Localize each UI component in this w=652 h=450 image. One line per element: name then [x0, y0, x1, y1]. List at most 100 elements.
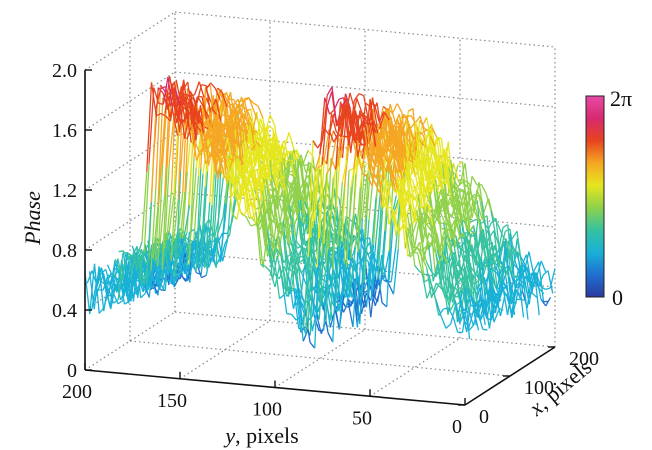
surface-segment	[312, 140, 319, 149]
surface-segment	[502, 285, 509, 316]
surface-segment	[307, 140, 314, 257]
surface-segment	[452, 177, 459, 188]
surface-segment	[392, 151, 399, 161]
surface-segment	[150, 189, 157, 271]
surface-segment	[533, 261, 540, 272]
surface-segment	[154, 264, 161, 271]
surface-segment	[287, 252, 294, 257]
surface-segment	[426, 172, 433, 194]
surface-segment	[287, 227, 293, 235]
surface-segment	[449, 197, 456, 216]
surface-segment	[151, 274, 158, 289]
y-tick-label: 200	[62, 381, 92, 403]
surface-segment	[387, 162, 394, 175]
surface-segment	[423, 163, 430, 195]
surface-segment	[507, 224, 514, 274]
surface-segment	[439, 171, 446, 185]
surface-segment	[429, 209, 436, 218]
surface-segment	[259, 212, 266, 247]
y-tick-label: 0	[452, 416, 462, 438]
surface-segment	[250, 223, 256, 227]
surface-segment	[332, 165, 339, 179]
surface-segment	[359, 164, 366, 228]
surface-segment	[370, 121, 377, 134]
surface-segment	[440, 198, 447, 220]
surface-segment	[309, 220, 316, 336]
surface-segment	[114, 259, 121, 272]
surface-segment	[356, 140, 363, 159]
surface-segment	[334, 235, 341, 310]
surface-segment	[250, 211, 257, 220]
surface-segment	[513, 263, 519, 270]
surface-segment	[274, 264, 281, 287]
surface-segment	[470, 291, 476, 295]
surface-segment	[214, 137, 221, 151]
surface-segment	[211, 127, 218, 155]
surface-segment	[269, 114, 276, 126]
surface-segment	[387, 161, 394, 189]
surface-segment	[311, 267, 318, 317]
surface-segment	[152, 257, 159, 267]
surface-segment	[477, 312, 484, 330]
surface-segment	[247, 189, 254, 203]
surface-segment	[408, 136, 415, 152]
surface-segment	[325, 165, 332, 175]
surface-segment	[447, 307, 454, 318]
surface-segment	[284, 227, 291, 245]
surface-segment	[220, 89, 227, 128]
surface-segment	[161, 168, 168, 270]
surface-segment	[193, 175, 200, 241]
surface-segment	[340, 99, 347, 107]
surface-segment	[429, 135, 436, 147]
surface-segment	[384, 149, 391, 165]
grid-line	[274, 328, 366, 389]
surface-segment	[345, 99, 352, 131]
surface-segment	[476, 280, 483, 291]
surface-segment	[214, 87, 221, 100]
surface-segment	[356, 98, 363, 112]
surface-segment	[488, 268, 495, 289]
surface-segment	[197, 96, 204, 106]
surface-segment	[450, 159, 457, 189]
surface-segment	[488, 230, 495, 238]
surface-segment	[188, 157, 195, 265]
surface-segment	[255, 212, 262, 265]
surface-segment	[366, 122, 373, 142]
surface-segment	[238, 117, 245, 126]
surface-segment	[464, 287, 471, 340]
surface-segment	[262, 215, 269, 257]
surface-segment	[245, 120, 251, 126]
surface-segment	[124, 300, 130, 305]
surface-segment	[411, 144, 418, 153]
surface-segment	[131, 245, 138, 258]
surface-segment	[370, 242, 377, 301]
surface-segment	[158, 278, 165, 290]
surface-segment	[279, 264, 286, 290]
surface-segment	[337, 135, 344, 142]
surface-segment	[136, 241, 143, 257]
surface-segment	[168, 115, 175, 164]
surface-segment	[170, 178, 177, 261]
surface-segment	[274, 187, 281, 223]
surface-segment	[414, 241, 421, 252]
phase-surface	[84, 76, 556, 349]
surface-segment	[377, 210, 384, 280]
surface-segment	[247, 170, 254, 184]
surface-segment	[370, 112, 377, 147]
surface-segment	[149, 258, 156, 288]
surface-segment	[229, 200, 236, 235]
surface-segment	[386, 135, 393, 173]
surface-segment	[425, 261, 432, 272]
surface-segment	[190, 258, 197, 273]
surface-segment	[409, 223, 416, 266]
surface-segment	[378, 167, 385, 193]
surface-segment	[150, 82, 157, 116]
surface-segment	[378, 152, 385, 158]
surface-segment	[358, 256, 365, 264]
surface-segment	[193, 81, 200, 96]
surface-segment	[334, 308, 341, 330]
surface-segment	[292, 191, 299, 220]
surface-segment	[454, 197, 460, 201]
surface-segment	[452, 239, 459, 267]
surface-segment	[529, 279, 536, 288]
